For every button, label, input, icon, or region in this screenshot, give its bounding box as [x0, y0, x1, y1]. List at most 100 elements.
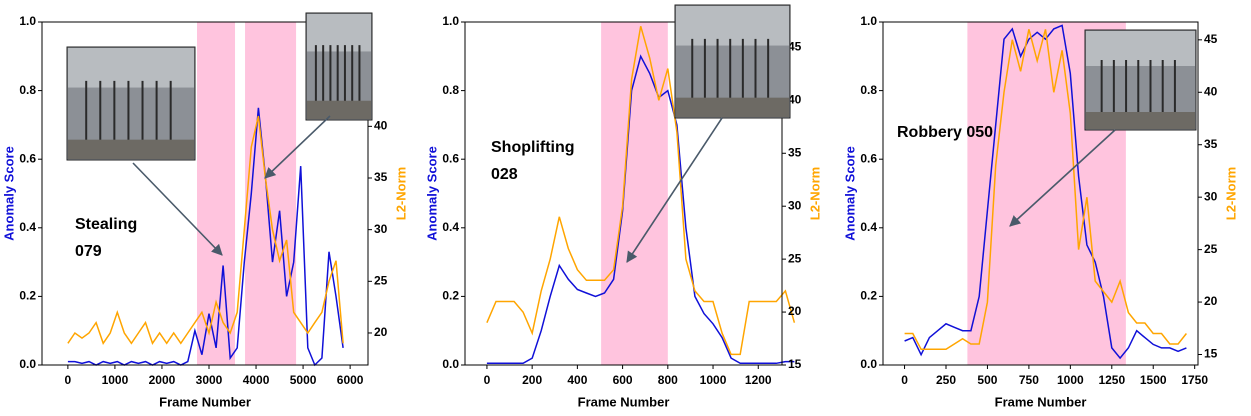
y-tick-label: 1.0: [442, 14, 459, 28]
x-tick-label: 1000: [1057, 373, 1084, 387]
x-tick-label: 400: [567, 373, 587, 387]
y2-axis-label: L2-Norm: [393, 167, 408, 220]
y-tick-label: 0.4: [442, 220, 459, 234]
ground-truth-region: [245, 22, 297, 365]
thumbnail-ground: [307, 100, 371, 119]
series-line: [486, 54, 795, 365]
x-tick-label: 3000: [196, 373, 223, 387]
thumbnail-ground: [676, 97, 789, 117]
y2-tick-label: 40: [1204, 84, 1218, 98]
y-axis-label: Anomaly Score: [424, 146, 439, 241]
y-tick-label: 0.8: [860, 83, 877, 97]
y2-tick-label: 25: [1204, 242, 1218, 256]
video-frame-thumbnail: [66, 46, 196, 161]
panel: 0 200 400 600 800 1000 1200 0.0 0.2 0.4 0.6 0.8 1.0 1…: [424, 4, 822, 409]
x-tick-label: 1200: [745, 373, 772, 387]
y2-tick-label: 40: [788, 93, 802, 107]
x-tick-label: 1750: [1181, 373, 1208, 387]
x-tick-label: 6000: [337, 373, 364, 387]
axes-frame: [882, 21, 1199, 366]
y2-tick-label: 30: [374, 222, 388, 236]
axes-frame: [41, 21, 369, 366]
y-tick-label: 0.2: [442, 289, 459, 303]
x-axis-label: Frame Number: [578, 394, 670, 409]
ground-truth-region: [197, 22, 236, 365]
arrow: [626, 117, 723, 263]
annotation: Shoplifting: [491, 139, 575, 156]
y2-tick-label: 45: [1204, 32, 1218, 46]
thumbnail-top: [1086, 31, 1195, 66]
video-frame-thumbnail: [1084, 29, 1197, 131]
y-tick-label: 0.2: [860, 289, 877, 303]
y-tick-label: 0.8: [442, 83, 459, 97]
series-line: [67, 115, 344, 345]
y-tick-label: 0.4: [19, 220, 36, 234]
series-line: [67, 107, 344, 367]
x-tick-label: 2000: [149, 373, 176, 387]
y2-tick-label: 45: [788, 40, 802, 54]
y2-tick-label: 35: [788, 145, 802, 159]
x-tick-label: 750: [1019, 373, 1039, 387]
y2-axis-label: L2-Norm: [807, 167, 822, 220]
y2-tick-label: 30: [1204, 189, 1218, 203]
y2-tick-label: 35: [1204, 137, 1218, 151]
x-tick-label: 0: [65, 373, 72, 387]
y-tick-label: 0.0: [442, 357, 459, 371]
thumbnail-ground: [68, 139, 194, 159]
y-axis-label: Anomaly Score: [1, 146, 16, 241]
y2-tick-label: 20: [788, 304, 802, 318]
series-line: [904, 29, 1187, 351]
x-tick-label: 800: [658, 373, 678, 387]
thumbnail-ground: [1086, 112, 1195, 129]
y2-tick-label: 35: [374, 170, 388, 184]
x-tick-label: 1250: [1098, 373, 1125, 387]
x-tick-label: 1000: [700, 373, 727, 387]
video-frame-thumbnail: [674, 4, 791, 119]
panel: 0 1000 2000 3000 4000 5000 6000 0.0 0.2 0.4 0.6 0.8…: [1, 12, 408, 409]
y2-tick-label: 40: [374, 119, 388, 133]
thumbnail-top: [68, 48, 194, 88]
y2-tick-label: 20: [374, 325, 388, 339]
annotation: Robbery 050: [897, 124, 993, 141]
x-tick-label: 500: [977, 373, 997, 387]
y2-tick-label: 25: [788, 251, 802, 265]
y-tick-label: 0.6: [442, 151, 459, 165]
x-tick-label: 250: [936, 373, 956, 387]
annotation: 028: [491, 166, 518, 183]
y2-tick-label: 15: [1204, 347, 1218, 361]
y2-tick-label: 15: [788, 357, 802, 371]
y-axis-label: Anomaly Score: [842, 146, 857, 241]
axes-frame: [464, 21, 783, 366]
y2-tick-label: 25: [374, 273, 388, 287]
annotation: 079: [75, 243, 102, 260]
y-tick-label: 0.0: [860, 357, 877, 371]
x-tick-label: 5000: [290, 373, 317, 387]
y-tick-label: 1.0: [860, 14, 877, 28]
annotation: Stealing: [75, 216, 137, 233]
x-tick-label: 0: [484, 373, 491, 387]
x-axis-label: Frame Number: [159, 394, 251, 409]
y-tick-label: 0.6: [860, 151, 877, 165]
arrow: [132, 162, 223, 256]
x-tick-label: 4000: [243, 373, 270, 387]
y-tick-label: 1.0: [19, 14, 36, 28]
y-tick-label: 0.0: [19, 357, 36, 371]
y2-tick-label: 30: [788, 198, 802, 212]
thumbnail-top: [676, 6, 789, 46]
y-tick-label: 0.8: [19, 83, 36, 97]
x-tick-label: 600: [613, 373, 633, 387]
x-tick-label: 1000: [102, 373, 129, 387]
y2-tick-label: 20: [1204, 294, 1218, 308]
y2-axis-label: L2-Norm: [1223, 167, 1238, 220]
series-line: [486, 25, 796, 356]
series-line: [904, 24, 1187, 360]
x-tick-label: 0: [901, 373, 908, 387]
arrow: [264, 115, 331, 179]
y-tick-label: 0.6: [19, 151, 36, 165]
video-frame-thumbnail: [305, 12, 373, 121]
x-axis-label: Frame Number: [995, 394, 1087, 409]
panel: 0 250 500 750 1000 1250 1500 1750 0.0 0.2 0.4 0.6 0.…: [842, 14, 1238, 409]
x-tick-label: 1500: [1140, 373, 1167, 387]
x-tick-label: 200: [522, 373, 542, 387]
